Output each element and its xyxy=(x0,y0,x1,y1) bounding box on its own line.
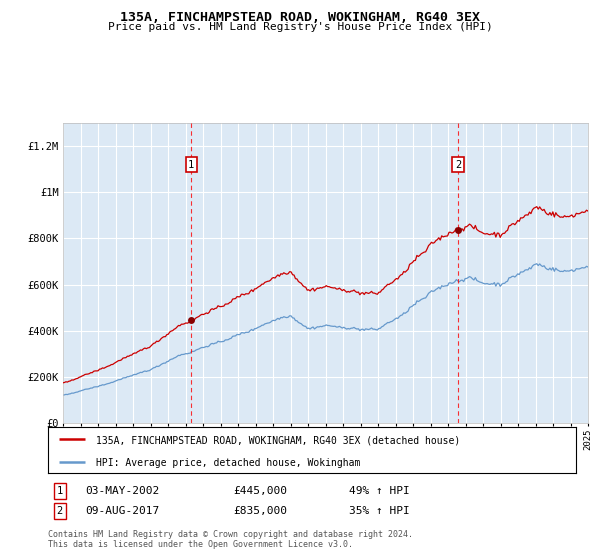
Text: 35% ↑ HPI: 35% ↑ HPI xyxy=(349,506,410,516)
Text: 135A, FINCHAMPSTEAD ROAD, WOKINGHAM, RG40 3EX (detached house): 135A, FINCHAMPSTEAD ROAD, WOKINGHAM, RG4… xyxy=(95,435,460,445)
Text: 135A, FINCHAMPSTEAD ROAD, WOKINGHAM, RG40 3EX: 135A, FINCHAMPSTEAD ROAD, WOKINGHAM, RG4… xyxy=(120,11,480,24)
Text: £835,000: £835,000 xyxy=(233,506,287,516)
Text: 03-MAY-2002: 03-MAY-2002 xyxy=(85,486,159,496)
Text: 09-AUG-2017: 09-AUG-2017 xyxy=(85,506,159,516)
Text: 49% ↑ HPI: 49% ↑ HPI xyxy=(349,486,410,496)
Text: 1: 1 xyxy=(56,486,63,496)
Text: £445,000: £445,000 xyxy=(233,486,287,496)
Text: Contains HM Land Registry data © Crown copyright and database right 2024.
This d: Contains HM Land Registry data © Crown c… xyxy=(48,530,413,549)
Text: 2: 2 xyxy=(455,160,461,170)
Text: 2: 2 xyxy=(56,506,63,516)
Text: 1: 1 xyxy=(188,160,194,170)
Text: HPI: Average price, detached house, Wokingham: HPI: Average price, detached house, Woki… xyxy=(95,458,360,468)
Text: Price paid vs. HM Land Registry's House Price Index (HPI): Price paid vs. HM Land Registry's House … xyxy=(107,22,493,32)
